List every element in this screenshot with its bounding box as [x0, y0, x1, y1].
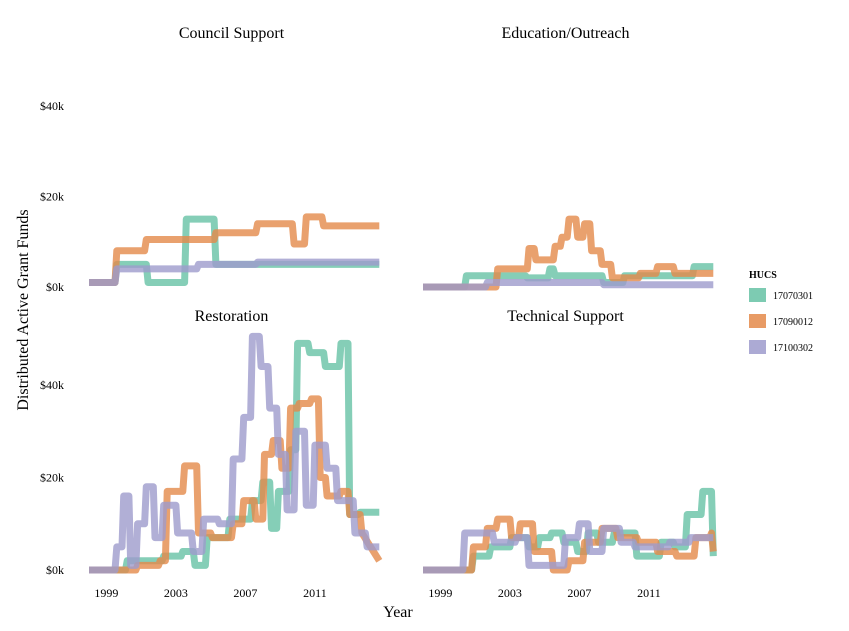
legend-swatch [749, 340, 766, 354]
x-tick-label: 2007 [233, 586, 257, 600]
legend-entries: 17070301 17090012 17100302 [749, 288, 813, 354]
series-line-17090012 [89, 395, 383, 574]
facet-title: Education/Outreach [502, 25, 630, 42]
y-tick-label: $40k [40, 378, 64, 392]
x-axis-ticks: 1999 2003 2007 2011 1999 2003 2007 2011 [94, 586, 660, 600]
y-axis-title: Distributed Active Grant Funds [15, 209, 32, 410]
x-tick-label: 2007 [567, 586, 591, 600]
facet-title: Technical Support [507, 308, 624, 325]
legend-entry: 17090012 [749, 314, 813, 328]
y-tick-label: $0k [46, 563, 64, 577]
x-tick-label: 1999 [94, 586, 118, 600]
facets: Council Support Education/Outreach Restora… [89, 25, 717, 574]
y-tick-label: $20k [40, 190, 64, 204]
facet-panel: Education/Outreach [423, 25, 714, 291]
legend: HUCS 17070301 17090012 17100302 [749, 270, 813, 354]
legend-entry: 17070301 [749, 288, 813, 302]
series-line-17090012 [89, 213, 380, 286]
y-axis-ticks: $0k $20k $40k $0k $20k $40k [40, 99, 64, 577]
facet-panel: Restoration [89, 308, 383, 574]
x-tick-label: 2003 [498, 586, 522, 600]
y-tick-label: $0k [46, 280, 64, 294]
legend-swatch [749, 314, 766, 328]
facet-title: Restoration [195, 308, 269, 325]
legend-swatch [749, 288, 766, 302]
x-tick-label: 2011 [303, 586, 327, 600]
series-line-17100302 [423, 520, 714, 574]
series-line-17100302 [89, 258, 380, 286]
y-tick-label: $20k [40, 471, 64, 485]
legend-entry: 17100302 [749, 340, 813, 354]
facet-panel: Technical Support [423, 308, 717, 574]
facet-title: Council Support [179, 25, 285, 42]
legend-label: 17070301 [773, 291, 813, 302]
x-tick-label: 2003 [164, 586, 188, 600]
legend-title: HUCS [749, 270, 777, 281]
legend-label: 17090012 [773, 317, 813, 328]
series-line-17090012 [423, 515, 717, 574]
facet-panel: Council Support [89, 25, 380, 286]
x-tick-label: 1999 [428, 586, 452, 600]
x-axis-title: Year [383, 604, 413, 621]
x-tick-label: 2011 [637, 586, 661, 600]
series-line-17100302 [89, 332, 380, 574]
series-line-17090012 [423, 215, 714, 291]
y-tick-label: $40k [40, 99, 64, 113]
legend-label: 17100302 [773, 343, 813, 354]
series-line-17100302 [423, 279, 714, 291]
series-line-17070301 [89, 339, 380, 574]
